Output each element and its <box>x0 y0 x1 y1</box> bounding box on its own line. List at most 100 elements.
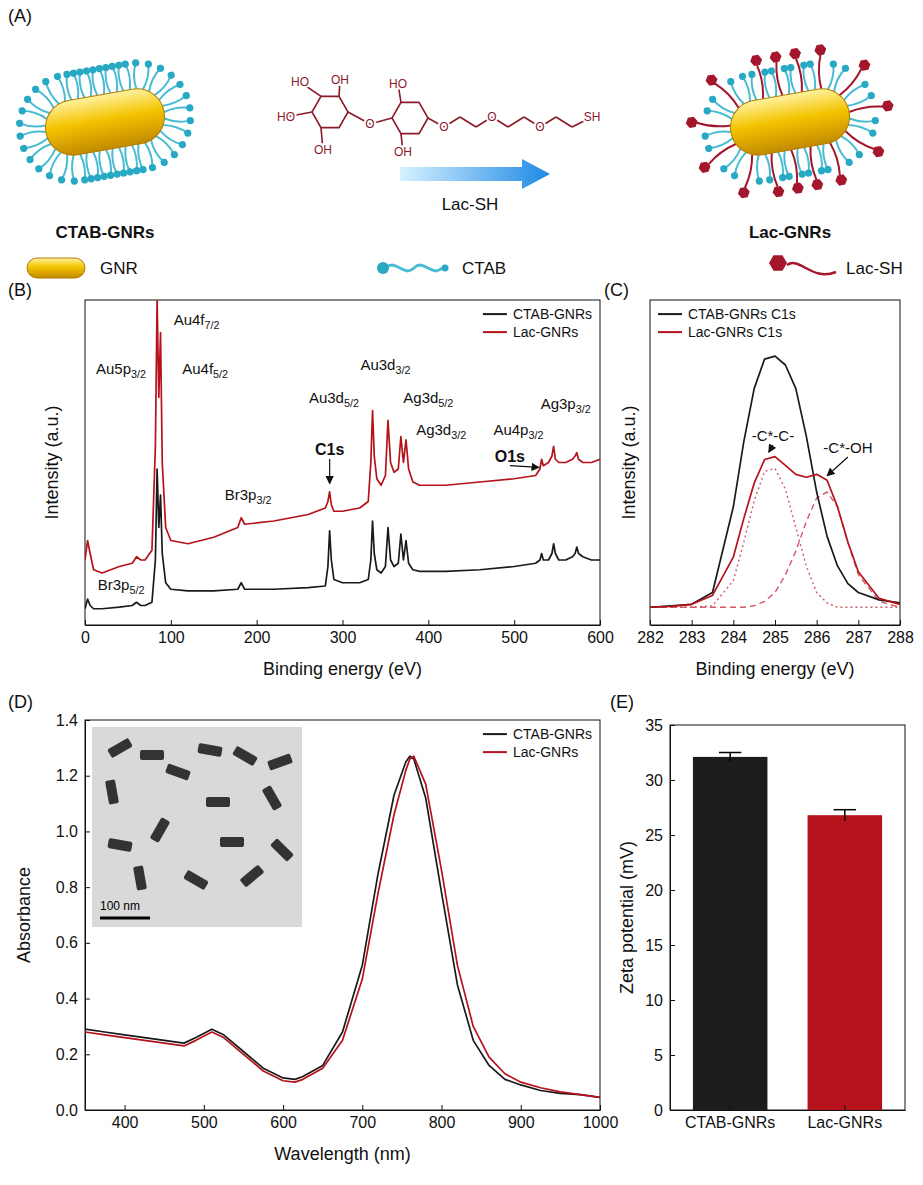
tick: 30 <box>645 772 675 789</box>
tick: 1.4 <box>56 712 90 729</box>
ligand-chain <box>765 154 771 180</box>
inset-nanorod <box>150 817 171 843</box>
ligand-chain <box>754 155 763 181</box>
inset-nanorod <box>105 779 119 804</box>
tick: 35 <box>645 717 675 734</box>
legend-label: Lac-GNRs <box>513 744 578 760</box>
tick-mark <box>514 620 515 625</box>
tick: 400 <box>112 1105 139 1131</box>
tick-mark <box>692 620 693 625</box>
ctab-head <box>824 165 832 173</box>
ctab-head <box>829 60 837 68</box>
tick: 1.0 <box>56 823 90 840</box>
y-axis-title: Absorbance <box>14 867 34 963</box>
bond <box>508 117 524 127</box>
ligand-chain <box>20 119 46 130</box>
lactose-head <box>811 179 825 191</box>
ligand-chain <box>815 55 826 89</box>
ctab-head <box>176 80 184 88</box>
figure-canvas: (A)CTAB-GNRsLac-GNRsHOOHHOOHOHOOHOOOSHLa… <box>0 0 923 1185</box>
legend-item: CTAB-GNRs <box>483 306 592 322</box>
peak-label: Au4f5/2 <box>182 360 228 380</box>
lactose-head <box>791 182 805 194</box>
tick-label: 0.0 <box>56 1102 78 1119</box>
plot-area <box>693 753 882 1111</box>
ctab-head <box>100 172 108 180</box>
ctab-head <box>57 176 65 184</box>
structure-label: HO <box>291 75 309 89</box>
series-line <box>650 457 900 608</box>
tick-mark <box>670 890 675 891</box>
error-bar <box>719 753 741 762</box>
ligand-chain <box>836 69 865 95</box>
structure-label: SH <box>584 110 601 124</box>
ctab-head <box>35 165 43 173</box>
panel: CTAB-GNRsLac-GNRs05101520253035Zeta pote… <box>610 692 906 1131</box>
y-axis-title: Intensity (a.u.) <box>619 405 639 519</box>
tick-mark <box>85 620 86 625</box>
tick-label: 286 <box>804 629 831 646</box>
reagent-label: Lac-SH <box>442 195 499 214</box>
legend-item: Lac-GNRs <box>483 324 578 340</box>
tick-label: 700 <box>349 1114 376 1131</box>
inset-nanorod <box>140 750 164 760</box>
tick-mark <box>730 1105 731 1110</box>
text-subscript: 3/2 <box>395 364 410 376</box>
inset-nanorod <box>107 738 133 759</box>
ligand-chain <box>78 72 84 98</box>
tick: 5 <box>654 1047 675 1064</box>
text-subscript: 3/2 <box>576 403 591 415</box>
tick-label: CTAB-GNRs <box>685 1114 775 1131</box>
structure-label: O <box>439 120 448 134</box>
tick-mark <box>521 1105 522 1110</box>
scale-bar-label: 100 nm <box>100 899 140 913</box>
bond <box>460 117 476 127</box>
tick: 287 <box>845 620 872 646</box>
panel: 282283284285286287288-C*-C--C*-OHCTAB-GN… <box>604 280 914 679</box>
x-axis: 282283284285286287288 <box>637 620 914 646</box>
tick-mark <box>670 1000 675 1001</box>
ctab-head <box>18 107 26 115</box>
tick-mark <box>362 1105 363 1110</box>
peak-label: Au3d5/2 <box>309 389 359 409</box>
ligand-chain <box>164 114 190 125</box>
tick-label: 5 <box>654 1047 663 1064</box>
tick: 800 <box>429 1105 456 1131</box>
tick: 286 <box>804 620 831 646</box>
ctab-head <box>31 85 39 93</box>
ligand-chain <box>848 121 873 137</box>
ctab-head <box>841 64 849 72</box>
bond <box>556 117 572 127</box>
plot-frame <box>650 300 900 625</box>
structure-label: HO <box>277 110 295 124</box>
tick-label: 600 <box>587 629 614 646</box>
ligand-chain <box>46 152 65 175</box>
error-bar <box>834 810 856 821</box>
tick-label: 300 <box>330 629 357 646</box>
panel-letter: (A) <box>8 6 32 26</box>
peak-label: O1s <box>495 448 525 465</box>
error-bar-cap <box>834 809 856 811</box>
lactose-head <box>698 161 712 173</box>
ctab-head <box>167 71 175 79</box>
figure-root: (A)CTAB-GNRsLac-GNRsHOOHHOOHOHOOHOOOSHLa… <box>0 0 923 1185</box>
legend-swatch <box>483 313 507 315</box>
ligand-chain <box>817 145 823 171</box>
key-icon-ctab <box>386 265 442 271</box>
tick: 0 <box>81 620 90 646</box>
legend: CTAB-GNRs C1sLac-GNRs C1s <box>658 306 796 340</box>
text-part: Au3d <box>360 356 395 373</box>
ctab-head <box>160 158 168 166</box>
ctab-head <box>95 64 103 72</box>
ligand-chain <box>845 127 874 154</box>
ctab-head <box>705 144 713 152</box>
ctab-head <box>779 173 787 181</box>
tick-label: 35 <box>645 717 663 734</box>
ligand-chain <box>117 65 123 91</box>
tick-label: 0.8 <box>56 879 78 896</box>
ctab-head <box>182 91 190 99</box>
inset-nanorod <box>240 864 265 887</box>
legend-item: CTAB-GNRs C1s <box>658 306 796 322</box>
tick: 0.4 <box>56 990 90 1007</box>
inset-nanorod <box>165 763 191 781</box>
